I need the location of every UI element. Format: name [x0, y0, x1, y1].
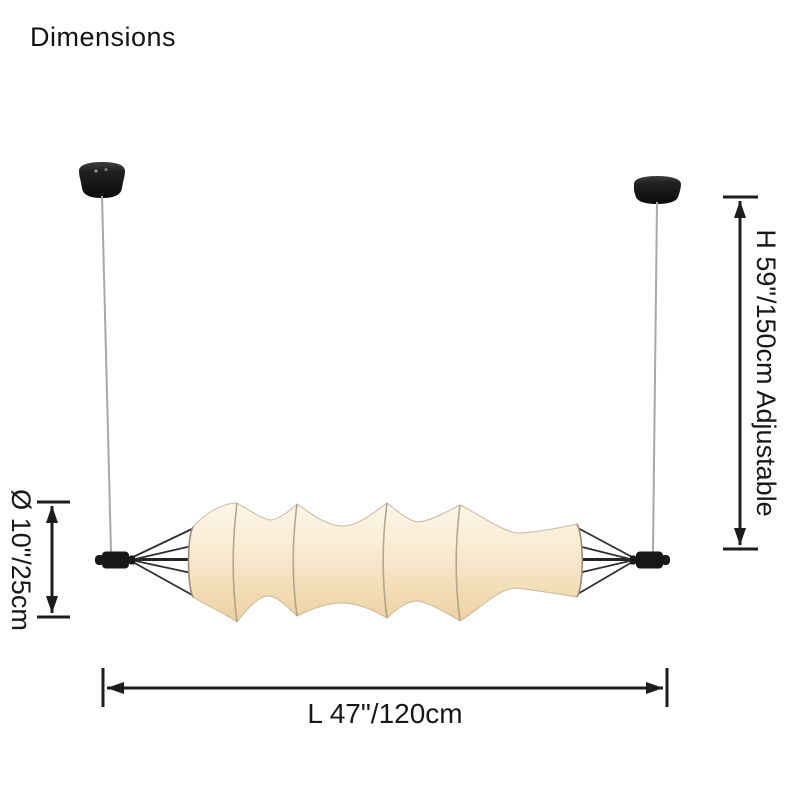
- length-dimension-label: L 47"/120cm: [307, 698, 463, 729]
- canopy-screw: [104, 168, 108, 171]
- suspension-cable-right: [652, 201, 658, 553]
- spreader-rods-left: [130, 527, 197, 597]
- canopy-screw: [94, 169, 98, 173]
- page-title: Dimensions: [30, 22, 177, 52]
- shade-rim-right: [576, 523, 583, 598]
- suspension-cable-left: [101, 195, 112, 553]
- height-dimension-arrow: [723, 195, 758, 551]
- length-dimension-arrow: [101, 668, 669, 707]
- height-dimension-label: H 59"/150cm Adjustable: [751, 229, 781, 517]
- shade-seams: [232, 502, 461, 623]
- diameter-dimension-label: Ø 10"/25cm: [6, 489, 36, 631]
- shade-rim-left: [187, 526, 194, 598]
- shade-seam: [292, 503, 298, 617]
- diameter-dimension-arrow: [37, 500, 70, 619]
- spreader-rods-right: [573, 526, 635, 596]
- end-cap-right: [630, 551, 670, 569]
- fabric-shade: [187, 502, 583, 623]
- end-cap-left: [95, 551, 135, 569]
- shade-seam: [455, 504, 461, 622]
- shade-seam: [232, 502, 238, 623]
- ceiling-canopy-left: [79, 162, 125, 198]
- ceiling-canopy-right: [633, 176, 681, 204]
- shade-seam: [382, 502, 388, 619]
